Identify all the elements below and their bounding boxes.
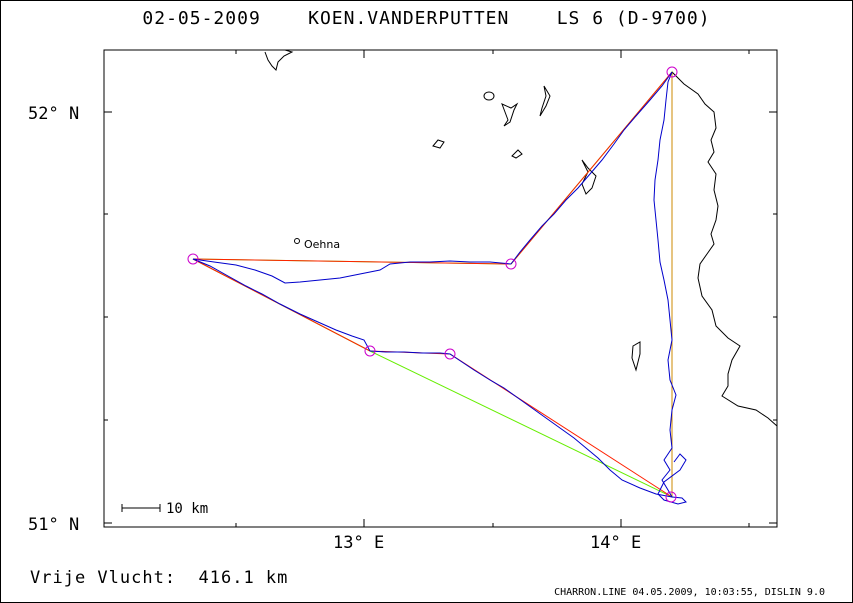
turnpoint-south-2 xyxy=(444,348,456,360)
turnpoint-east-mid xyxy=(505,258,517,270)
border-line xyxy=(671,71,778,427)
axis-ticks xyxy=(104,50,777,527)
turnpoint-north xyxy=(666,66,678,78)
oehna-marker xyxy=(294,238,300,244)
lake-outline-8 xyxy=(631,341,641,372)
gps-track xyxy=(192,71,687,505)
page-title: 02-05-2009 KOEN.VANDERPUTTEN LS 6 (D-970… xyxy=(142,8,711,29)
scale-label: 10 km xyxy=(166,501,208,517)
place-label-oehna: Oehna xyxy=(304,238,340,251)
program-info: CHARRON.LINE 04.05.2009, 10:03:55, DISLI… xyxy=(554,587,825,598)
lake-outline-6 xyxy=(511,149,523,159)
lake-outline-2 xyxy=(483,91,495,101)
lake-outline-1 xyxy=(264,49,294,71)
plot-border xyxy=(103,49,778,528)
optimized-route xyxy=(192,70,673,498)
turnpoint-start-finish xyxy=(665,491,677,503)
lat-label-52: 52° N xyxy=(28,104,79,124)
lake-outline-3 xyxy=(501,102,519,127)
lon-label-14: 14° E xyxy=(590,533,641,553)
turnpoints xyxy=(187,66,678,503)
task-route xyxy=(192,71,673,498)
lake-outline-5 xyxy=(432,139,445,149)
free-flight-distance: Vrije Vlucht: 416.1 km xyxy=(30,568,289,588)
turnpoint-south-1 xyxy=(364,345,376,357)
lat-label-51: 51° N xyxy=(28,515,79,535)
lon-label-13: 13° E xyxy=(333,533,384,553)
geographic-outlines xyxy=(264,49,778,427)
turnpoint-west xyxy=(187,253,199,265)
scale-bar xyxy=(121,504,161,512)
lake-outline-4 xyxy=(539,85,551,117)
